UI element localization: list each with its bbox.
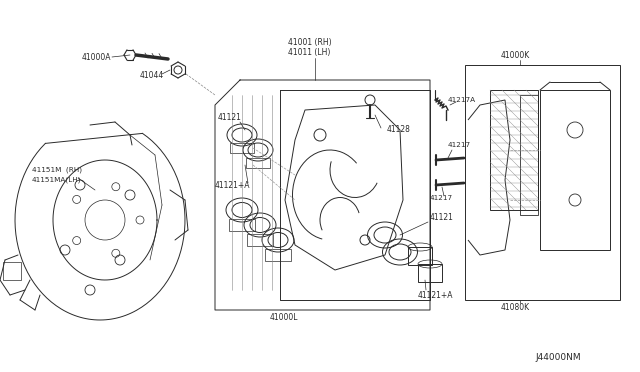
Text: 41080K: 41080K: [500, 304, 529, 312]
Bar: [490, 90, 538, 210]
Text: 41128: 41128: [387, 125, 411, 135]
Bar: [418, 264, 442, 282]
Bar: [540, 90, 610, 250]
Circle shape: [365, 95, 375, 105]
Text: 41217A: 41217A: [448, 97, 476, 103]
Text: 41217: 41217: [448, 142, 471, 148]
Text: 41011 (LH): 41011 (LH): [288, 48, 330, 58]
Bar: [520, 95, 538, 215]
Text: 41121: 41121: [218, 113, 242, 122]
Text: 41121: 41121: [430, 214, 454, 222]
Text: 41000A: 41000A: [82, 52, 111, 61]
Bar: [229, 219, 255, 231]
Text: 41000L: 41000L: [270, 314, 298, 323]
Text: 41001 (RH): 41001 (RH): [288, 38, 332, 48]
Bar: [247, 234, 273, 246]
Bar: [230, 143, 254, 153]
Text: 41121+A: 41121+A: [418, 291, 454, 299]
Bar: [246, 158, 270, 168]
Text: 41151M  (RH): 41151M (RH): [32, 167, 82, 173]
Text: 41000K: 41000K: [500, 51, 530, 60]
Text: 41044: 41044: [140, 71, 164, 80]
Text: 41151MA(LH): 41151MA(LH): [32, 177, 81, 183]
Text: J44000NM: J44000NM: [535, 353, 581, 362]
Text: 41217: 41217: [430, 195, 453, 201]
Bar: [265, 249, 291, 261]
Bar: [408, 247, 432, 265]
Bar: [3, 262, 21, 280]
Text: 41121+A: 41121+A: [215, 180, 250, 189]
Bar: [465, 65, 620, 300]
